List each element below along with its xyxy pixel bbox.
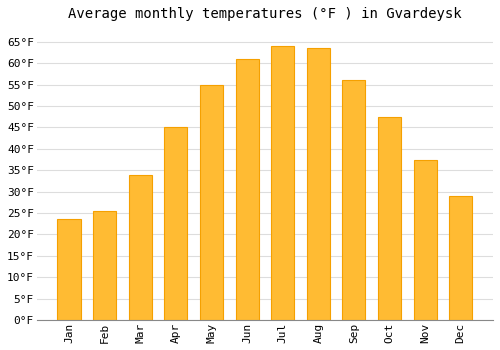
Bar — [449, 196, 472, 320]
Bar — [342, 80, 365, 320]
Title: Average monthly temperatures (°F ) in Gvardeysk: Average monthly temperatures (°F ) in Gv… — [68, 7, 462, 21]
Bar — [378, 117, 401, 320]
Bar — [93, 211, 116, 320]
Bar — [58, 219, 80, 320]
Bar — [164, 127, 188, 320]
Bar — [414, 160, 436, 320]
Bar — [128, 175, 152, 320]
Bar — [200, 85, 223, 320]
Bar — [306, 48, 330, 320]
Bar — [236, 59, 258, 320]
Bar — [271, 46, 294, 320]
